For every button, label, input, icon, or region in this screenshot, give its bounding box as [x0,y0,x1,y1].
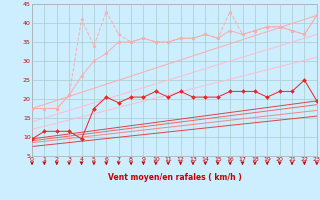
X-axis label: Vent moyen/en rafales ( km/h ): Vent moyen/en rafales ( km/h ) [108,174,241,182]
